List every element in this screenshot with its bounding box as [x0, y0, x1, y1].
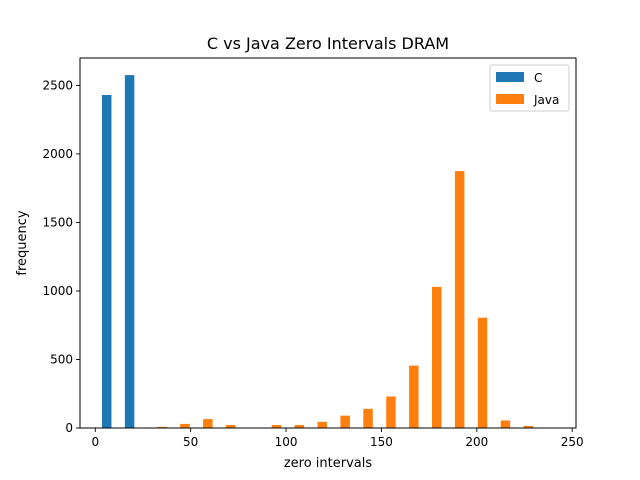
x-tick-label: 200 [465, 435, 488, 449]
x-tick-label: 250 [561, 435, 584, 449]
bar-java-167 [409, 365, 419, 428]
chart-title: C vs Java Zero Intervals DRAM [207, 34, 449, 53]
bar-java-227 [523, 425, 534, 428]
bar-java-119 [317, 421, 328, 428]
bar-c-6 [101, 95, 112, 428]
legend-label-java: Java [533, 93, 559, 107]
bar-java-179 [431, 286, 442, 428]
x-axis-label: zero intervals [284, 456, 373, 471]
bar-java-191 [454, 171, 465, 428]
bar-java-59 [203, 419, 213, 428]
x-tick-label: 100 [275, 435, 298, 449]
x-tick-label: 0 [91, 435, 99, 449]
bar-java-155 [386, 396, 396, 428]
bar-java-47 [180, 423, 190, 428]
y-tick-label: 500 [50, 352, 73, 366]
bar-java-71 [225, 424, 236, 428]
bar-java-143 [363, 408, 373, 428]
bar-java-131 [340, 415, 350, 428]
y-tick-label: 1500 [42, 215, 73, 229]
legend: C Java [489, 64, 570, 112]
x-tick-label: 150 [370, 435, 393, 449]
bar-java-215 [500, 420, 511, 428]
bar-java-35 [157, 426, 167, 428]
y-tick-label: 2000 [42, 147, 73, 161]
y-axis-label: frequency [15, 210, 30, 276]
bar-c-18 [124, 75, 135, 428]
y-tick-label: 2500 [42, 78, 73, 92]
plot-frame [79, 57, 577, 429]
bar-java-203 [477, 317, 488, 428]
y-tick-label: 0 [65, 421, 73, 435]
legend-label-c: C [534, 71, 542, 85]
bar-java-95 [271, 424, 282, 428]
y-tick-label: 1000 [42, 284, 73, 298]
legend-swatch-c [496, 72, 524, 82]
x-tick-label: 50 [183, 435, 198, 449]
legend-swatch-java [496, 94, 524, 104]
bars-group [101, 75, 534, 428]
bar-java-107 [294, 424, 305, 428]
